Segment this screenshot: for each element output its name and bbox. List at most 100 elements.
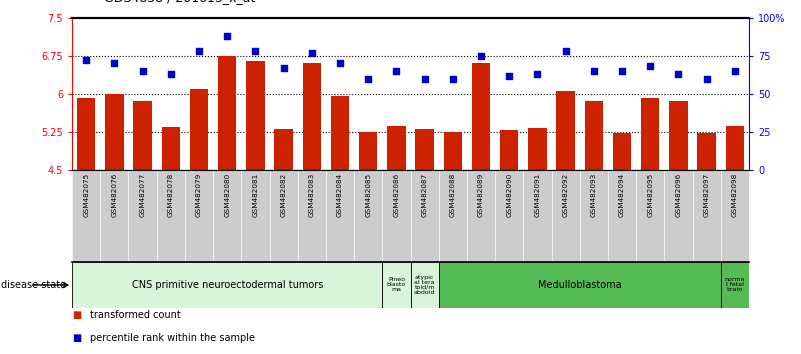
Text: GSM482092: GSM482092 [562,173,569,217]
Bar [636,170,664,262]
Bar [190,89,208,170]
Point [418,76,431,81]
Text: GSM482097: GSM482097 [703,173,710,217]
Point [503,73,516,78]
Bar [298,170,326,262]
Bar [331,96,349,170]
Text: GSM482084: GSM482084 [337,173,343,217]
Bar [410,262,439,308]
Bar [495,170,523,262]
Text: GSM482091: GSM482091 [534,173,541,217]
Text: GSM482088: GSM482088 [450,173,456,217]
Bar [410,170,439,262]
Point [672,71,685,77]
Point [531,71,544,77]
Point [616,68,629,74]
Bar [326,170,354,262]
Point [644,64,657,69]
Bar [213,170,241,262]
Point [446,76,459,81]
Point [277,65,290,71]
Bar [416,129,434,170]
Text: GSM482085: GSM482085 [365,173,371,217]
Bar [72,262,382,308]
Bar [552,170,580,262]
Text: GSM482081: GSM482081 [252,173,259,217]
Bar [608,170,636,262]
Bar [467,170,495,262]
Text: GDS4838 / 201615_x_at: GDS4838 / 201615_x_at [104,0,256,4]
Bar [100,170,128,262]
Text: disease state: disease state [1,280,66,290]
Bar [382,262,410,308]
Bar [72,170,100,262]
Point [136,68,149,74]
Text: GSM482076: GSM482076 [111,173,118,217]
Bar [670,101,687,170]
Bar [162,127,180,170]
Text: percentile rank within the sample: percentile rank within the sample [90,333,255,343]
Point [164,71,177,77]
Bar [241,170,269,262]
Bar [134,101,151,170]
Bar [472,63,490,170]
Bar [439,262,721,308]
Bar [721,170,749,262]
Bar [726,126,744,170]
Bar [585,101,603,170]
Point [728,68,741,74]
Text: ■: ■ [72,310,82,320]
Bar [664,170,693,262]
Text: GSM482094: GSM482094 [619,173,625,217]
Bar [157,170,185,262]
Point [390,68,403,74]
Bar [439,170,467,262]
Bar [269,170,298,262]
Bar [641,98,659,170]
Text: CNS primitive neuroectodermal tumors: CNS primitive neuroectodermal tumors [131,280,323,290]
Text: norma
l fetal
brain: norma l fetal brain [725,278,745,292]
Text: GSM482098: GSM482098 [732,173,738,217]
Text: GSM482077: GSM482077 [139,173,146,217]
Text: GSM482087: GSM482087 [421,173,428,217]
Bar [128,170,157,262]
Bar [246,61,264,170]
Text: GSM482096: GSM482096 [675,173,682,217]
Text: GSM482083: GSM482083 [309,173,315,217]
Bar [218,56,236,170]
Bar [580,170,608,262]
Point [362,76,375,81]
Bar [354,170,382,262]
Point [249,48,262,54]
Bar [500,130,518,170]
Bar [698,133,716,170]
Bar [613,133,631,170]
Text: transformed count: transformed count [90,310,180,320]
Bar [693,170,721,262]
Point [192,48,205,54]
Bar [382,170,410,262]
Point [333,61,346,66]
Bar [444,132,462,170]
Point [587,68,600,74]
Text: GSM482080: GSM482080 [224,173,230,217]
Point [559,48,572,54]
Bar [557,91,575,170]
Point [80,57,93,63]
Bar [185,170,213,262]
Text: GSM482086: GSM482086 [393,173,400,217]
Text: GSM482075: GSM482075 [83,173,89,217]
Bar [275,129,293,170]
Bar [105,94,123,170]
Bar [303,63,321,170]
Text: Medulloblastoma: Medulloblastoma [538,280,622,290]
Text: GSM482079: GSM482079 [196,173,202,217]
Text: ■: ■ [72,333,82,343]
Bar [721,262,749,308]
Bar [77,98,95,170]
Bar [387,126,405,170]
Text: GSM482082: GSM482082 [280,173,287,217]
Point [475,53,488,58]
Text: GSM482093: GSM482093 [591,173,597,217]
Point [305,50,318,56]
